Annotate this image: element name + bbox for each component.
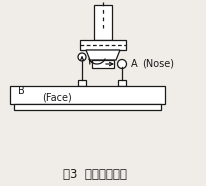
Text: B: B: [18, 86, 25, 96]
Text: (Nose): (Nose): [142, 59, 174, 69]
Polygon shape: [86, 50, 120, 60]
Circle shape: [117, 60, 126, 68]
Bar: [80, 40, 126, 50]
Bar: [118, 80, 126, 86]
Text: A: A: [131, 59, 138, 69]
Text: 圖3  主軸振幅檢驗: 圖3 主軸振幅檢驗: [63, 169, 127, 182]
Circle shape: [78, 53, 86, 61]
Bar: [94, 5, 112, 40]
Bar: [14, 104, 161, 110]
Bar: [92, 60, 114, 68]
Bar: [78, 80, 86, 86]
Text: (Face): (Face): [42, 92, 72, 102]
Bar: [10, 86, 165, 104]
